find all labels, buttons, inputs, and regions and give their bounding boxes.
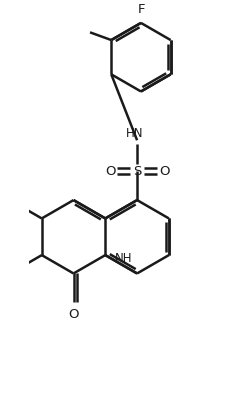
Text: S: S xyxy=(132,165,141,178)
Text: NH: NH xyxy=(114,252,132,265)
Text: O: O xyxy=(158,165,169,178)
Text: HN: HN xyxy=(125,127,142,140)
Text: O: O xyxy=(104,165,115,178)
Text: F: F xyxy=(138,3,145,16)
Text: O: O xyxy=(68,308,78,321)
